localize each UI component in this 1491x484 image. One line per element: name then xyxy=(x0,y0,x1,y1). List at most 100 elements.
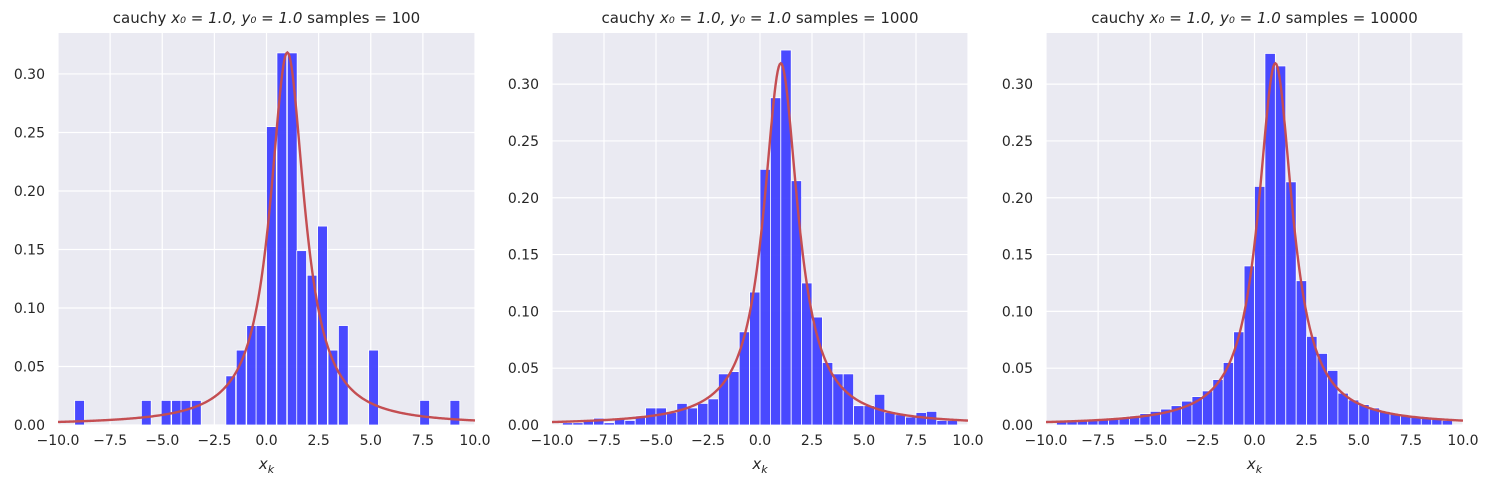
chart-title: cauchy x₀ = 1.0, y₀ = 1.0 samples = 1000… xyxy=(1091,9,1418,27)
histogram-bar xyxy=(327,349,339,425)
histogram-bar xyxy=(905,416,917,425)
xlabel-subscript: k xyxy=(1256,463,1263,476)
y-tick-label: 0.15 xyxy=(14,242,45,258)
y-tick-label: 0.00 xyxy=(1002,418,1033,434)
histogram-bar xyxy=(790,180,803,425)
histogram-bar xyxy=(780,49,792,425)
title-suffix: samples = 10000 xyxy=(1281,9,1418,27)
xlabel-base: x xyxy=(1246,455,1256,473)
title-math: x₀ = 1.0, y₀ = 1.0 xyxy=(1149,9,1281,27)
title-math: x₀ = 1.0, y₀ = 1.0 xyxy=(170,9,302,27)
x-tick-label: 5.0 xyxy=(360,433,382,449)
x-tick-label: 10.0 xyxy=(952,433,983,449)
histogram-bar xyxy=(728,371,740,425)
histogram-bar xyxy=(707,398,719,425)
y-tick-label: 0.25 xyxy=(508,134,539,150)
histogram-bar xyxy=(603,422,615,425)
histogram-bar xyxy=(180,400,192,425)
x-tick-label: 2.5 xyxy=(801,433,823,449)
histogram-bar xyxy=(255,325,267,425)
histogram-bar xyxy=(562,422,574,425)
x-tick-label: −7.5 xyxy=(1081,433,1115,449)
chart-title: cauchy x₀ = 1.0, y₀ = 1.0 samples = 100 xyxy=(113,9,420,27)
histogram-bar xyxy=(266,126,277,425)
title-suffix: samples = 1000 xyxy=(791,9,918,27)
x-axis-label: xk xyxy=(751,455,768,476)
histogram-bar xyxy=(296,250,307,425)
histogram-bar xyxy=(235,349,247,425)
x-tick-label: 2.5 xyxy=(1295,433,1317,449)
x-tick-label: 5.0 xyxy=(853,433,875,449)
x-tick-label: −7.5 xyxy=(587,433,621,449)
x-tick-label: 0.0 xyxy=(1243,433,1265,449)
x-tick-label: −10.0 xyxy=(531,433,574,449)
title-suffix: samples = 100 xyxy=(302,9,420,27)
histogram-bar xyxy=(936,420,948,425)
xlabel-base: x xyxy=(751,455,761,473)
x-tick-label: 10.0 xyxy=(459,433,490,449)
x-axis-label: xk xyxy=(258,455,275,476)
y-tick-label: 0.05 xyxy=(1002,361,1033,377)
chart-panel-2: 0.00 0.05 0.10 0.15 0.20 0.25 0.30 −10.0 −7.5 −5.… xyxy=(508,9,984,476)
chart-panel-1: 0.00 0.05 0.10 0.15 0.20 0.25 0.30 −10.0 −7.5 −5.… xyxy=(14,9,491,476)
x-tick-label: 0.0 xyxy=(749,433,771,449)
x-tick-label: 5.0 xyxy=(1348,433,1370,449)
xlabel-subscript: k xyxy=(761,463,768,476)
y-tick-label: 0.30 xyxy=(1002,77,1033,93)
histogram-bar xyxy=(1285,181,1297,425)
y-tick-label: 0.30 xyxy=(508,77,539,93)
x-tick-label: −2.5 xyxy=(1185,433,1219,449)
y-tick-label: 0.30 xyxy=(14,67,45,83)
histogram-bar xyxy=(842,373,855,425)
histogram-bar xyxy=(666,412,678,425)
y-tick-label: 0.05 xyxy=(508,361,539,377)
histogram-bar xyxy=(759,168,771,425)
x-tick-label: −5.0 xyxy=(639,433,673,449)
title-prefix: cauchy xyxy=(113,9,171,27)
y-tick-label: 0.25 xyxy=(1002,134,1033,150)
y-tick-label: 0.10 xyxy=(1002,304,1033,320)
title-math: x₀ = 1.0, y₀ = 1.0 xyxy=(659,9,791,27)
histogram-bar xyxy=(276,52,288,425)
histogram-bar xyxy=(697,403,709,425)
cauchy-pdf-curve xyxy=(1046,61,1463,424)
y-tick-label: 0.05 xyxy=(14,359,45,375)
x-tick-label: 0.0 xyxy=(255,433,277,449)
histogram-bar xyxy=(686,407,699,425)
x-tick-label: −10.0 xyxy=(37,433,80,449)
y-tick-label: 0.10 xyxy=(508,304,539,320)
x-tick-label: −2.5 xyxy=(691,433,725,449)
x-tick-label: −2.5 xyxy=(197,433,231,449)
title-prefix: cauchy xyxy=(601,9,659,27)
x-tick-label: −7.5 xyxy=(93,433,127,449)
histogram-bar xyxy=(624,420,636,425)
y-tick-label: 0.10 xyxy=(14,301,45,317)
cauchy-pdf-curve xyxy=(552,61,968,424)
x-tick-label: −5.0 xyxy=(1133,433,1167,449)
histogram-bar xyxy=(419,400,430,425)
xlabel-subscript: k xyxy=(268,463,275,476)
histogram-bar xyxy=(368,349,379,425)
y-tick-label: 0.15 xyxy=(508,248,539,264)
y-tick-label: 0.20 xyxy=(1002,191,1033,207)
histogram-bar xyxy=(140,400,152,425)
y-tick-label: 0.25 xyxy=(14,125,45,141)
x-tick-label: −5.0 xyxy=(145,433,179,449)
title-prefix: cauchy xyxy=(1091,9,1149,27)
y-tick-label: 0.00 xyxy=(508,418,539,434)
y-tick-label: 0.00 xyxy=(14,418,45,434)
x-tick-label: 10.0 xyxy=(1447,433,1478,449)
x-tick-label: 7.5 xyxy=(412,433,434,449)
x-tick-label: 7.5 xyxy=(905,433,927,449)
histogram-bar xyxy=(676,403,688,425)
y-tick-label: 0.15 xyxy=(1002,248,1033,264)
histogram-bar xyxy=(884,412,896,425)
y-tick-label: 0.20 xyxy=(508,191,539,207)
x-tick-label: 2.5 xyxy=(307,433,329,449)
histogram-bar xyxy=(225,375,237,425)
cauchy-pdf-curve xyxy=(58,50,475,424)
y-tick-label: 0.20 xyxy=(14,184,45,200)
histogram-bar xyxy=(286,52,298,425)
chart-panel-3: 0.00 0.05 0.10 0.15 0.20 0.25 0.30 −10.0 −7.5 −5.… xyxy=(1002,9,1479,476)
histogram-bar xyxy=(853,405,865,425)
